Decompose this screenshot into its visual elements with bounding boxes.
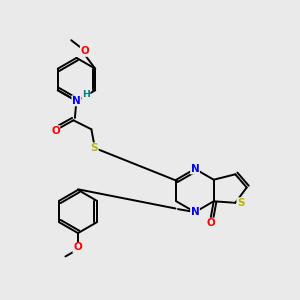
Text: N: N (72, 96, 81, 106)
Text: O: O (206, 218, 215, 228)
Text: O: O (51, 126, 60, 136)
Text: S: S (237, 198, 244, 208)
Text: N: N (190, 207, 200, 217)
Text: H: H (82, 90, 90, 99)
Text: O: O (80, 46, 89, 56)
Text: S: S (91, 143, 98, 153)
Text: N: N (190, 164, 200, 174)
Text: O: O (73, 242, 82, 253)
